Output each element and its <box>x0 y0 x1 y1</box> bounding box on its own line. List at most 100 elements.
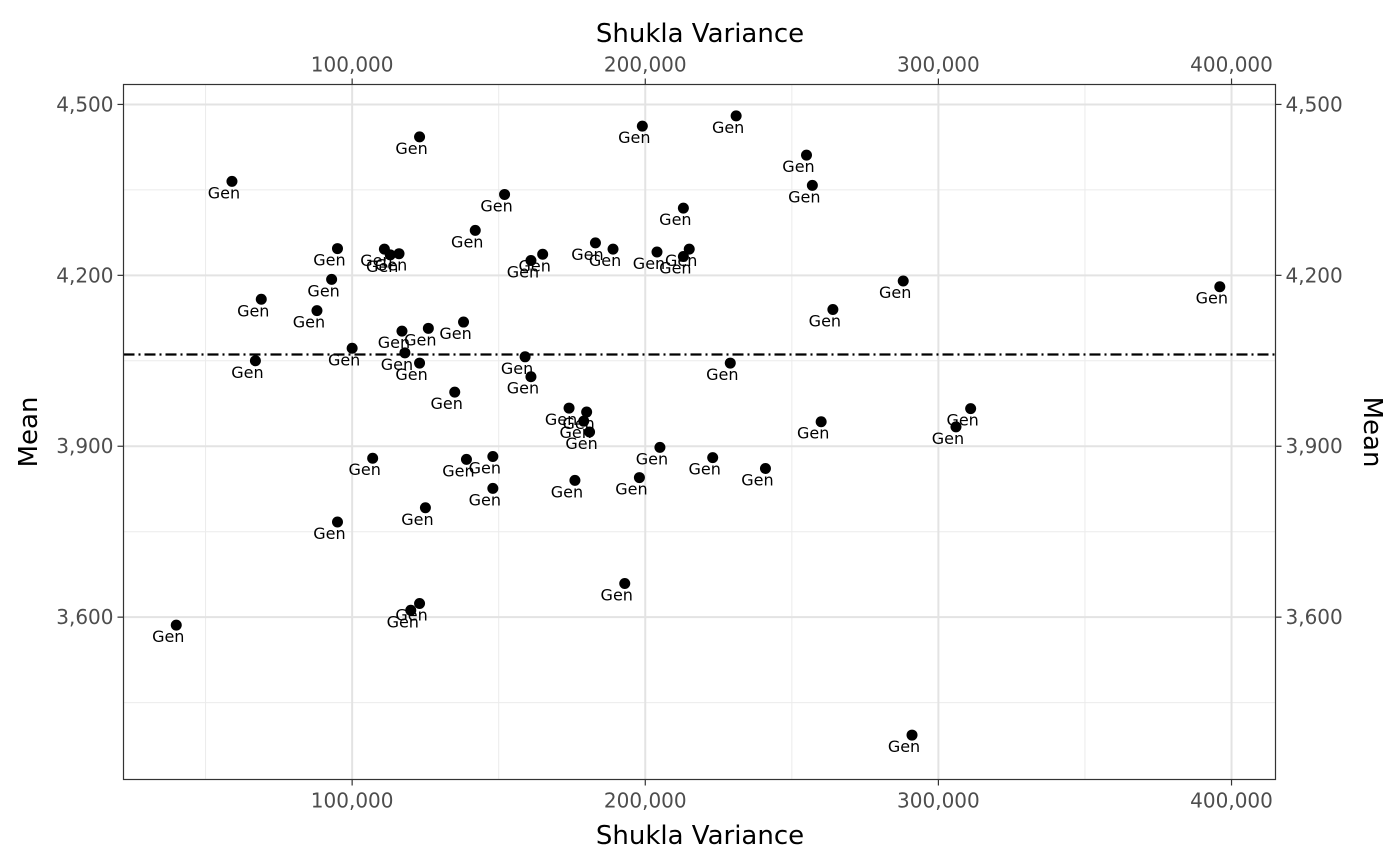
point-label: Gen <box>589 251 621 270</box>
data-point <box>367 452 379 464</box>
data-point <box>414 131 426 143</box>
point-label: Gen <box>712 118 744 137</box>
point-label: Gen <box>401 510 433 529</box>
data-point <box>525 255 537 267</box>
data-point <box>806 179 818 191</box>
point-label: Gen <box>659 259 691 278</box>
data-point <box>326 273 338 285</box>
point-label: Gen <box>932 429 964 448</box>
point-label: Gen <box>313 524 345 543</box>
point-label: Gen <box>797 424 829 443</box>
data-point <box>581 406 593 418</box>
point-label: Gen <box>665 251 697 270</box>
data-point <box>487 450 499 462</box>
data-point <box>730 110 742 122</box>
data-point <box>827 304 839 316</box>
point-label: Gen <box>545 410 577 429</box>
x-tick-label-top: 100,000 <box>311 53 394 77</box>
data-point <box>619 578 631 590</box>
point-label: Gen <box>381 355 413 374</box>
point-label: Gen <box>375 256 407 275</box>
data-point <box>724 357 736 369</box>
data-point <box>499 188 511 200</box>
grid <box>123 84 1276 780</box>
point-label: Gen <box>439 324 471 343</box>
point-label: Gen <box>404 330 436 349</box>
y-tick-label-left: 4,200 <box>56 263 113 287</box>
data-point <box>346 342 358 354</box>
data-point <box>170 619 182 631</box>
point-label: Gen <box>307 281 339 300</box>
point-label: Gen <box>741 470 773 489</box>
x-tick-label-bottom: 300,000 <box>897 789 980 813</box>
data-point <box>331 516 343 528</box>
point-label: Gen <box>809 312 841 331</box>
data-point <box>584 426 596 438</box>
point-label: Gen <box>688 460 720 479</box>
x-tick-label-bottom: 200,000 <box>604 789 687 813</box>
point-label: Gen <box>348 460 380 479</box>
point-label: Gen <box>507 263 539 282</box>
point-label: Gen <box>431 394 463 413</box>
data-point <box>607 243 619 255</box>
point-label: Gen <box>469 490 501 509</box>
data-point <box>897 275 909 287</box>
point-label: Gen <box>615 480 647 499</box>
point-label: Gen <box>565 434 597 453</box>
point-label: Gen <box>451 232 483 251</box>
data-point <box>393 248 405 260</box>
data-point <box>677 251 689 263</box>
data-point <box>405 604 417 616</box>
x-tick-label-top: 400,000 <box>1190 53 1273 77</box>
data-point <box>331 243 343 255</box>
y-tick-label-left: 3,600 <box>56 605 113 629</box>
data-point <box>469 224 481 236</box>
data-point <box>707 452 719 464</box>
data-point <box>759 462 771 474</box>
data-point <box>414 597 426 609</box>
y-tick-label-right: 3,600 <box>1286 605 1343 629</box>
point-label: Gen <box>633 254 665 273</box>
point-label: Gen <box>618 128 650 147</box>
data-point <box>458 316 470 328</box>
data-point <box>950 421 962 433</box>
point-label: Gen <box>571 245 603 264</box>
data-point <box>569 474 581 486</box>
data-point <box>654 441 666 453</box>
data-point <box>449 386 461 398</box>
point-label: Gen <box>395 605 427 624</box>
x-tick-label-top: 200,000 <box>604 53 687 77</box>
y-tick-label-right: 4,200 <box>1286 263 1343 287</box>
data-point <box>419 502 431 514</box>
data-point <box>1214 281 1226 293</box>
point-label: Gen <box>501 359 533 378</box>
data-point <box>906 729 918 741</box>
point-labels-layer: GenGenGenGenGenGenGenGenGenGenGenGenGenG… <box>152 118 1228 756</box>
y-tick-label-right: 3,900 <box>1286 434 1343 458</box>
point-label: Gen <box>562 414 594 433</box>
point-label: Gen <box>507 379 539 398</box>
data-point <box>460 453 472 465</box>
point-label: Gen <box>360 251 392 270</box>
point-label: Gen <box>788 187 820 206</box>
data-point <box>965 403 977 415</box>
point-label: Gen <box>518 256 550 275</box>
point-label: Gen <box>888 737 920 756</box>
data-point <box>487 482 499 494</box>
data-point <box>677 202 689 214</box>
point-label: Gen <box>231 363 263 382</box>
data-point <box>800 149 812 161</box>
point-label: Gen <box>395 139 427 158</box>
point-label: Gen <box>551 482 583 501</box>
data-point <box>519 351 531 363</box>
data-point <box>396 325 408 337</box>
x-tick-label-top: 300,000 <box>897 53 980 77</box>
data-point <box>525 371 537 383</box>
point-label: Gen <box>560 423 592 442</box>
point-label: Gen <box>387 612 419 631</box>
y-tick-label-right: 4,500 <box>1286 92 1343 116</box>
point-label: Gen <box>946 411 978 430</box>
y-tick-label-left: 4,500 <box>56 92 113 116</box>
y-tick-label-left: 3,900 <box>56 434 113 458</box>
point-label: Gen <box>152 627 184 646</box>
